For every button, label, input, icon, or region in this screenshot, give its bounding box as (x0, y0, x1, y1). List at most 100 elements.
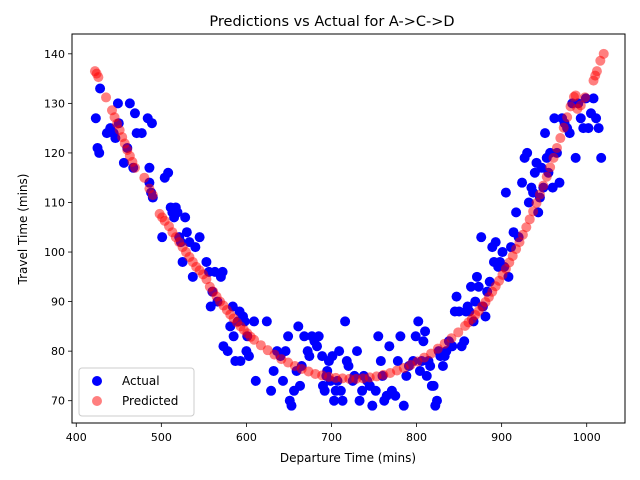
actual-point (392, 356, 403, 367)
actual-point (277, 375, 288, 386)
y-tick-label: 110 (44, 196, 65, 209)
y-tick-label: 140 (44, 48, 65, 61)
actual-point (222, 346, 233, 357)
actual-point (261, 316, 272, 327)
y-axis: 70 80 90 100 110 120 130 140 (44, 48, 72, 408)
actual-point (517, 177, 528, 188)
actual-point (413, 316, 424, 327)
predicted-point (147, 190, 158, 201)
y-tick-label: 80 (51, 345, 65, 358)
actual-point (299, 331, 310, 342)
actual-point (497, 247, 508, 258)
actual-point (447, 341, 458, 352)
actual-point (129, 108, 140, 119)
actual-point (94, 147, 105, 158)
predicted-point (201, 274, 212, 285)
actual-point (554, 177, 565, 188)
actual-point (511, 207, 522, 218)
actual-point (190, 242, 201, 253)
predicted-point (93, 72, 104, 83)
x-tick-label: 900 (491, 431, 512, 444)
predicted-point (580, 92, 591, 103)
actual-point (473, 281, 484, 292)
actual-point (280, 346, 291, 357)
actual-point (235, 356, 246, 367)
actual-point (268, 365, 279, 376)
y-axis-label: Travel Time (mins) (16, 174, 30, 286)
legend-marker-predicted (92, 396, 102, 406)
actual-point (480, 311, 491, 322)
actual-point (334, 346, 345, 357)
actual-point (373, 331, 384, 342)
actual-point (522, 147, 533, 158)
predicted-point (548, 152, 559, 163)
x-tick-label: 500 (151, 431, 172, 444)
points-layer (89, 48, 609, 411)
actual-point (118, 157, 129, 168)
x-axis-label: Departure Time (mins) (280, 451, 416, 465)
x-axis: 400 500 600 700 800 900 1000 (66, 423, 601, 444)
x-tick-label: 600 (236, 431, 257, 444)
actual-point (583, 123, 594, 134)
predicted-point (598, 48, 609, 59)
legend-label-actual: Actual (122, 374, 160, 388)
actual-point (136, 128, 147, 139)
actual-point (384, 341, 395, 352)
actual-point (395, 331, 406, 342)
predicted-point (514, 237, 525, 248)
y-tick-label: 70 (51, 395, 65, 408)
predicted-point (531, 197, 542, 208)
actual-point (313, 331, 324, 342)
legend-label-predicted: Predicted (122, 394, 178, 408)
plot-frame (71, 33, 626, 424)
actual-point (418, 336, 429, 347)
actual-point (163, 167, 174, 178)
actual-point (500, 187, 511, 198)
actual-point (352, 346, 363, 357)
predicted-point (591, 66, 602, 77)
y-tick-label: 100 (44, 246, 65, 259)
predicted-point (538, 180, 549, 191)
actual-point (194, 232, 205, 243)
actual-point (329, 395, 340, 406)
actual-point (431, 395, 442, 406)
actual-point (410, 331, 421, 342)
predicted-point (528, 206, 539, 217)
predicted-point (139, 172, 150, 183)
predicted-point (575, 100, 586, 111)
predicted-point (545, 162, 556, 173)
actual-point (335, 385, 346, 396)
actual-point (593, 123, 604, 134)
y-tick-label: 90 (51, 296, 65, 309)
predicted-point (562, 112, 573, 123)
predicted-point (521, 222, 532, 233)
actual-point (540, 128, 551, 139)
actual-point (343, 361, 354, 372)
actual-point (172, 207, 183, 218)
actual-point (591, 113, 602, 124)
predicted-point (558, 122, 569, 133)
chart-title: Predictions vs Actual for A->C->D (209, 14, 454, 30)
actual-point (157, 232, 168, 243)
actual-point (295, 380, 306, 391)
actual-point (549, 113, 560, 124)
predicted-point (517, 229, 528, 240)
predicted-point (534, 189, 545, 200)
actual-point (228, 331, 239, 342)
predicted-point (524, 214, 535, 225)
actual-point (124, 98, 135, 109)
series-predicted (89, 48, 609, 384)
actual-point (375, 356, 386, 367)
actual-point (354, 395, 365, 406)
actual-point (575, 113, 586, 124)
legend: Actual Predicted (78, 367, 195, 417)
y-tick-label: 120 (44, 147, 65, 160)
predicted-point (439, 338, 450, 349)
actual-point (283, 331, 294, 342)
actual-point (367, 400, 378, 411)
actual-point (471, 271, 482, 282)
predicted-point (249, 334, 260, 345)
x-tick-label: 400 (66, 431, 87, 444)
actual-point (459, 336, 470, 347)
actual-point (337, 395, 348, 406)
